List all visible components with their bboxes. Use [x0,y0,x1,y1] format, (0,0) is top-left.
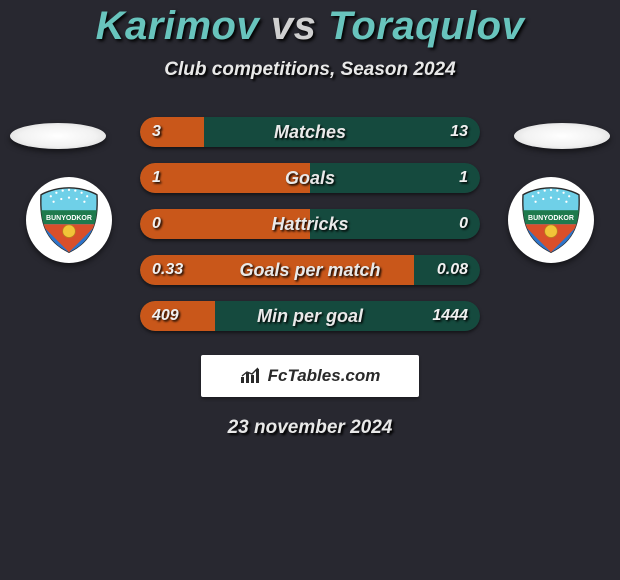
vs-label: vs [271,4,317,48]
stat-label: Hattricks [271,214,348,235]
stat-value-right: 0.08 [437,261,468,279]
stat-value-left: 1 [152,169,161,187]
player-left-marker [10,123,106,149]
subtitle: Club competitions, Season 2024 [0,59,620,81]
player-left-name: Karimov [96,4,260,48]
stat-bar: 0.33 0.08 Goals per match [140,255,480,285]
date-label: 23 november 2024 [0,417,620,439]
bar-chart-icon [240,367,262,385]
stat-label: Min per goal [257,306,363,327]
stat-bar-fill-left [140,117,204,147]
stat-bar: 409 1444 Min per goal [140,301,480,331]
stat-value-right: 13 [450,123,468,141]
stat-label: Goals [285,168,335,189]
club-name-text: BUNYODKOR [46,215,92,222]
comparison-card: Karimov vs Toraqulov Club competitions, … [0,0,620,439]
player-right-marker [514,123,610,149]
brand-text: FcTables.com [268,366,381,386]
stat-label: Matches [274,122,346,143]
stat-bar: 3 13 Matches [140,117,480,147]
stat-value-right: 0 [459,215,468,233]
club-badge-left: BUNYODKOR [26,177,112,263]
club-badge-right: BUNYODKOR [508,177,594,263]
stat-value-left: 409 [152,307,179,325]
stat-label: Goals per match [239,260,380,281]
stat-value-left: 0 [152,215,161,233]
club-crest-icon: BUNYODKOR [516,185,586,255]
stat-value-left: 0.33 [152,261,183,279]
stat-value-right: 1444 [432,307,468,325]
brand-box: FcTables.com [201,355,419,397]
stat-value-left: 3 [152,123,161,141]
stat-bars: 3 13 Matches 1 1 Goals 0 0 Hattricks 0.33 0.08 Goal… [140,117,480,331]
stat-bar: 0 0 Hattricks [140,209,480,239]
stats-stage: BUNYODKOR [0,117,620,439]
stat-bar: 1 1 Goals [140,163,480,193]
club-name-text: BUNYODKOR [528,215,574,222]
stat-value-right: 1 [459,169,468,187]
club-crest-icon: BUNYODKOR [34,185,104,255]
player-right-name: Toraqulov [328,4,524,48]
page-title: Karimov vs Toraqulov [0,4,620,49]
